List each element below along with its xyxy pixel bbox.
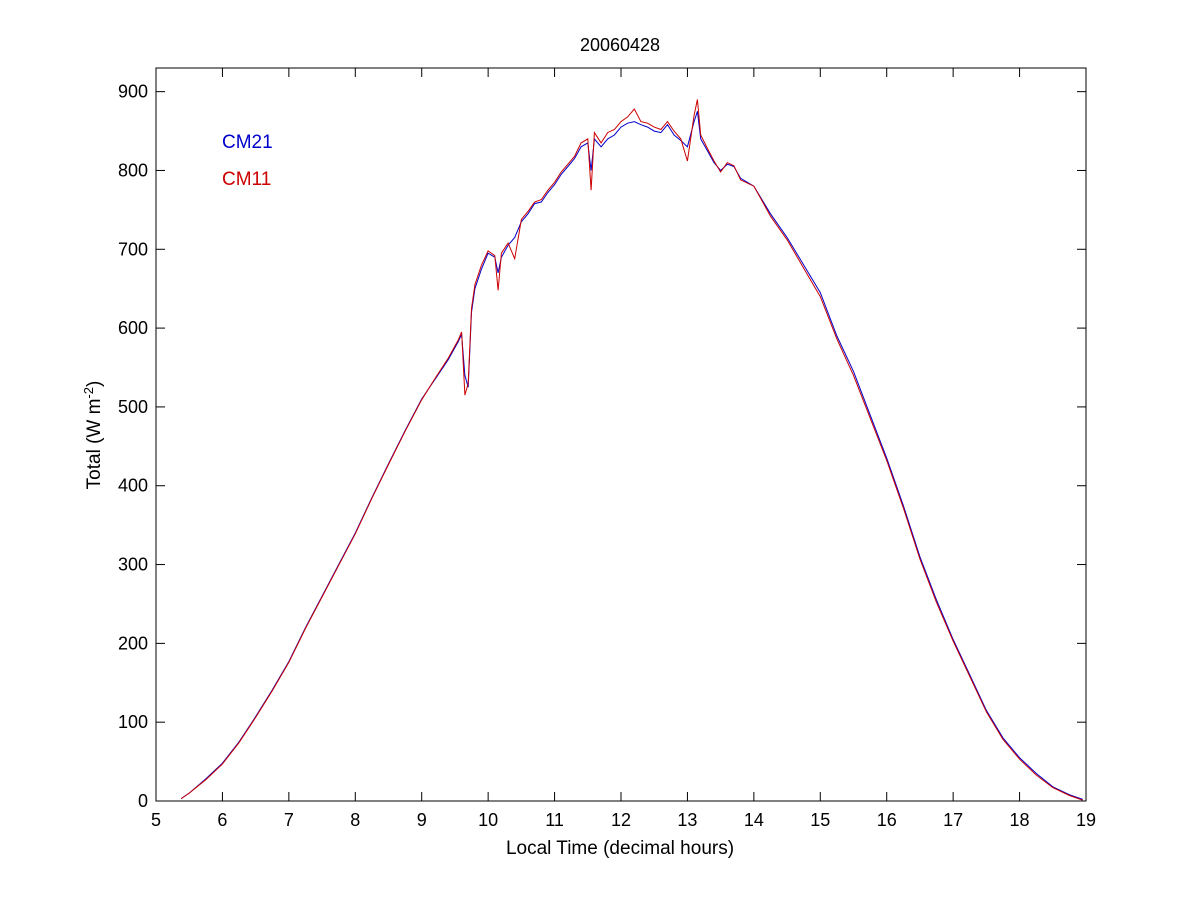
y-axis-label-exponent: -2 (81, 387, 96, 399)
legend-label-cm11: CM11 (222, 169, 271, 190)
x-axis-label: Local Time (decimal hours) (506, 838, 734, 859)
y-tick-label: 400 (118, 476, 148, 496)
x-tick-label: 10 (478, 810, 498, 830)
x-tick-label: 15 (810, 810, 830, 830)
y-axis-label-close: ) (84, 381, 105, 387)
series-layer (180, 99, 1083, 801)
chart-title: 20060428 (580, 35, 660, 55)
y-tick-label: 100 (118, 712, 148, 732)
y-tick-label: 500 (118, 397, 148, 417)
x-tick-label: 5 (151, 810, 161, 830)
x-tick-label: 6 (217, 810, 227, 830)
x-axis: 5 6 7 8 9 10 11 12 13 14 15 16 17 18 19 (151, 68, 1096, 830)
x-tick-label: 12 (611, 810, 631, 830)
legend-label-cm21: CM21 (222, 132, 273, 153)
x-tick-label: 14 (744, 810, 764, 830)
x-tick-label: 11 (545, 810, 564, 830)
x-tick-label: 18 (1010, 810, 1030, 830)
series-line-cm11 (180, 99, 1083, 801)
x-tick-label: 19 (1076, 810, 1096, 830)
plot-area (155, 67, 1087, 802)
x-tick-label: 8 (350, 810, 360, 830)
x-tick-label: 9 (417, 810, 427, 830)
y-tick-label: 300 (118, 555, 148, 575)
y-axis: 0 100 200 300 400 500 600 700 800 900 (118, 82, 1086, 811)
y-tick-label: 600 (118, 318, 148, 338)
y-axis-label: Total (W m-2) (81, 381, 106, 490)
x-tick-label: 16 (877, 810, 897, 830)
y-axis-label-main: Total (W m (84, 399, 105, 490)
x-tick-label: 17 (943, 810, 963, 830)
x-tick-label: 13 (677, 810, 697, 830)
x-tick-label: 7 (284, 810, 294, 830)
y-tick-label: 200 (118, 633, 148, 653)
y-tick-label: 900 (118, 82, 148, 102)
legend: CM21 CM11 (222, 132, 273, 190)
y-tick-label: 0 (138, 791, 148, 811)
y-tick-label: 800 (118, 160, 148, 180)
y-tick-label: 700 (118, 239, 148, 259)
